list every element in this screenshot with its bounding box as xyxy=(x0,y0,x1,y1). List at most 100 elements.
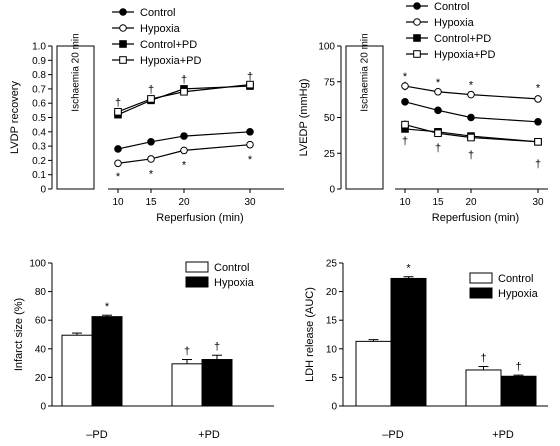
y-tick-label: 0 xyxy=(329,185,335,196)
annotation: † xyxy=(184,346,190,358)
data-point xyxy=(467,113,475,122)
line-chart-2: 0 25 50 75 100 Ischaemia 20 min 10 15 20 30 Reperf… xyxy=(298,1,548,224)
x-tick-label: 20 xyxy=(465,197,477,208)
annotation: * xyxy=(403,71,408,83)
legend-marker xyxy=(119,40,127,48)
y-tick-label: 40 xyxy=(35,344,47,355)
y-tick-label: 0.6 xyxy=(32,99,46,110)
data-point xyxy=(401,97,409,106)
legend-item: Control xyxy=(469,272,533,285)
y-tick-label: 75 xyxy=(324,77,336,88)
legend-label: Control xyxy=(140,7,175,19)
y-tick-label: 0.4 xyxy=(32,127,46,138)
legend-label: Hypoxia xyxy=(434,17,475,29)
annotation: † xyxy=(181,74,187,86)
data-point xyxy=(147,155,155,163)
y-tick-label: 0 xyxy=(40,402,46,413)
category-label: +PD xyxy=(492,429,514,441)
data-point xyxy=(434,106,442,115)
bar xyxy=(500,375,537,407)
y-axis-label: LVDP recovery xyxy=(9,81,21,154)
series-1 xyxy=(114,140,254,168)
bar xyxy=(171,363,203,407)
data-point xyxy=(147,138,155,146)
series-line xyxy=(117,85,251,116)
series-line xyxy=(404,85,539,100)
ischaemia-box xyxy=(345,45,384,190)
legend-item: Control xyxy=(112,7,175,19)
y-tick-label: 5 xyxy=(331,373,337,384)
series-line xyxy=(404,124,539,143)
series-3 xyxy=(114,80,254,116)
bar xyxy=(355,340,392,407)
legend-label: Control+PD xyxy=(434,33,491,45)
annotation: * xyxy=(469,80,474,92)
legend-item: Hypoxia xyxy=(112,23,181,35)
legend-label: Hypoxia xyxy=(498,288,539,300)
series-line xyxy=(117,131,251,150)
y-tick-label: 15 xyxy=(326,316,338,327)
category-label: +PD xyxy=(198,429,220,441)
y-tick-label: 0 xyxy=(331,402,337,413)
x-tick-label: 10 xyxy=(399,197,411,208)
y-tick-label: 80 xyxy=(35,287,47,298)
legend-item: Hypoxia xyxy=(185,276,255,289)
y-tick-label: 0.1 xyxy=(32,170,46,181)
x-tick-label: 30 xyxy=(532,197,544,208)
category-label: –PD xyxy=(86,429,107,441)
legend-label: Hypoxia xyxy=(214,277,255,289)
legend-marker xyxy=(119,24,127,32)
annotation: † xyxy=(402,135,408,147)
annotation: † xyxy=(115,97,121,109)
series-line xyxy=(117,84,251,113)
legend-label: Control xyxy=(434,1,469,13)
annotation: † xyxy=(480,353,486,365)
bar xyxy=(390,277,427,407)
annotation: * xyxy=(149,168,154,180)
legend-label: Control xyxy=(498,273,533,285)
data-point xyxy=(246,140,254,149)
line-chart-1: 0 0.1 0.2 0.3 0.4 0.5 0.6 0.7 0.8 0.9 1.0 Ischaemia… xyxy=(9,7,284,224)
annotation: † xyxy=(515,361,521,373)
data-point xyxy=(401,120,409,129)
legend-item: Hypoxia+PD xyxy=(112,55,202,67)
legend-item: Control xyxy=(406,1,469,13)
y-tick-label: 20 xyxy=(35,373,47,384)
series-0 xyxy=(401,97,542,126)
annotation: † xyxy=(247,71,253,83)
y-tick-label: 0.7 xyxy=(32,84,46,95)
annotation: † xyxy=(435,143,441,155)
legend-item: Hypoxia xyxy=(469,287,539,300)
ischaemia-label: Ischaemia 20 min xyxy=(360,33,371,111)
annotation: † xyxy=(148,84,154,96)
y-axis-label: Infarct size (%) xyxy=(13,298,25,371)
data-point xyxy=(180,146,188,155)
data-point xyxy=(534,95,542,103)
legend-marker xyxy=(413,2,421,10)
y-tick-label: 10 xyxy=(326,344,338,355)
data-point xyxy=(147,95,155,103)
legend-swatch xyxy=(185,276,209,288)
bar xyxy=(61,334,93,407)
data-point xyxy=(401,82,409,90)
data-point xyxy=(114,107,122,116)
y-tick-label: 60 xyxy=(35,316,47,327)
annotation: † xyxy=(214,341,220,353)
y-tick-label: 1.0 xyxy=(32,42,46,53)
legend-item: Hypoxia xyxy=(406,17,475,29)
y-tick-label: 0.9 xyxy=(32,56,46,67)
x-tick-label: 15 xyxy=(145,197,157,208)
annotation: * xyxy=(182,160,187,172)
y-tick-label: 25 xyxy=(324,149,336,160)
y-axis-label: LDH release (AUC) xyxy=(304,287,316,382)
data-point xyxy=(534,117,542,126)
data-point xyxy=(467,133,475,142)
legend-item: Control xyxy=(185,261,249,274)
data-point xyxy=(534,138,542,146)
bar xyxy=(465,369,502,407)
data-point xyxy=(114,159,122,168)
annotation: † xyxy=(535,158,541,170)
legend-label: Control xyxy=(214,262,249,274)
legend-item: Control+PD xyxy=(112,39,197,51)
